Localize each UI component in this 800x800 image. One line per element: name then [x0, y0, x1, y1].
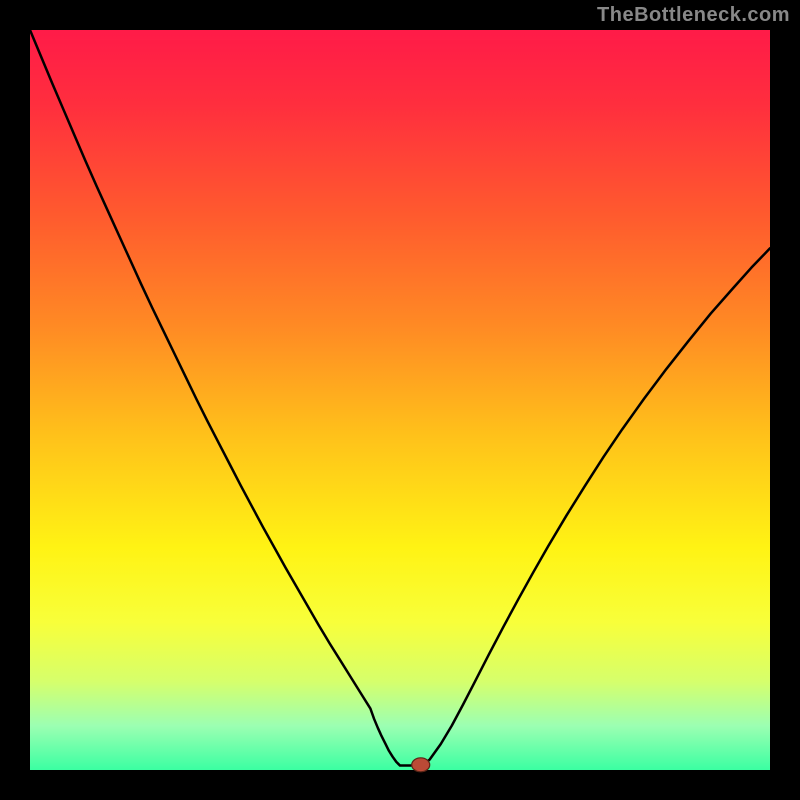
watermark-text: TheBottleneck.com	[597, 4, 790, 27]
optimal-point-marker	[412, 758, 430, 772]
chart-gradient-background	[30, 30, 770, 770]
bottleneck-chart	[0, 0, 800, 800]
chart-stage: TheBottleneck.com	[0, 0, 800, 800]
